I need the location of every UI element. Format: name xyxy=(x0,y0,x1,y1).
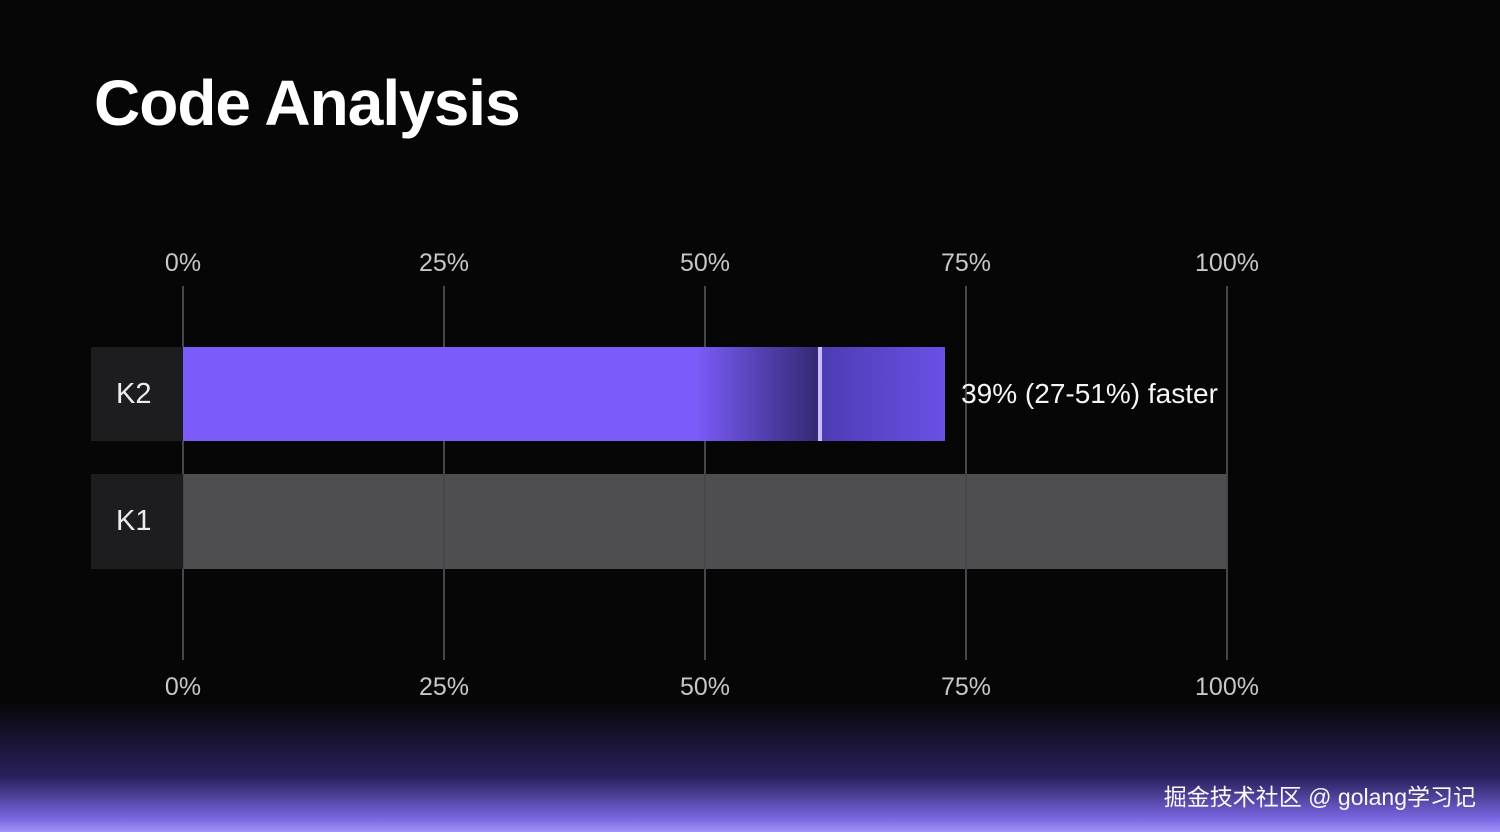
gridlines xyxy=(182,286,1228,660)
bottom-axis: 0% 25% 50% 75% 100% xyxy=(165,673,1259,701)
axis-tick-label: 0% xyxy=(164,249,202,277)
k2-bar-track: 39% (27-51%) faster xyxy=(183,347,1227,441)
row-label-k2-text: K2 xyxy=(116,377,152,410)
axis-tick-label: 75% xyxy=(940,673,992,701)
k2-bar-upper xyxy=(819,347,946,441)
gridline xyxy=(1226,286,1228,660)
k2-bar-solid xyxy=(183,347,695,441)
row-label-k1: K1 xyxy=(91,474,183,569)
row-label-k2: K2 xyxy=(91,347,183,441)
gridline xyxy=(704,286,706,660)
axis-tick-label: 25% xyxy=(418,249,470,277)
axis-tick-label: 75% xyxy=(940,249,992,277)
axis-tick-label: 50% xyxy=(679,673,731,701)
page-title: Code Analysis xyxy=(94,67,521,139)
axis-tick-label: 100% xyxy=(1195,249,1259,277)
watermark: 掘金技术社区 @ golang学习记 xyxy=(1163,784,1476,810)
axis-tick-label: 0% xyxy=(164,673,202,701)
bar-chart: 0% 25% 50% 75% 100% K2 39% (27-51%) faster K… xyxy=(91,250,1391,720)
axis-tick-label: 25% xyxy=(418,673,470,701)
axis-tick-label: 50% xyxy=(679,249,731,277)
k2-point-marker xyxy=(817,347,822,441)
axis-tick-label: 100% xyxy=(1195,673,1259,701)
gridline xyxy=(965,286,967,660)
k2-annotation: 39% (27-51%) faster xyxy=(961,378,1218,409)
k2-bar-fade xyxy=(694,347,820,441)
top-axis: 0% 25% 50% 75% 100% xyxy=(165,249,1259,277)
gridline xyxy=(443,286,445,660)
bottom-gradient-glow xyxy=(0,702,1500,832)
row-label-k1-text: K1 xyxy=(116,505,152,537)
gridline xyxy=(182,286,184,660)
